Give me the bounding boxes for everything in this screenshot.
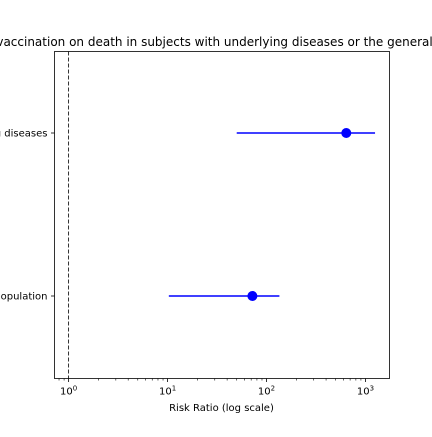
x-tick-label-exponent: 3 — [370, 385, 374, 393]
x-tick-label: 100 — [60, 385, 77, 398]
y-tick-label: Underlying diseases — [0, 129, 48, 140]
x-tick-label: 103 — [357, 385, 374, 398]
x-tick-label-exponent: 0 — [73, 385, 77, 393]
x-tick-label-base: 10 — [357, 387, 370, 398]
x-tick-label-exponent: 2 — [271, 385, 275, 393]
chart-title: Effect of vaccination on death in subjec… — [0, 35, 432, 49]
plot-frame — [54, 51, 390, 379]
point-estimate — [341, 128, 352, 138]
x-tick-label-base: 10 — [60, 387, 73, 398]
plot-layer: 100101102103Underlying diseasesGeneral p… — [0, 51, 376, 398]
x-tick-label: 101 — [159, 385, 176, 398]
x-tick-label-exponent: 1 — [172, 385, 176, 393]
x-tick-label-base: 10 — [258, 387, 271, 398]
point-estimate — [247, 291, 258, 301]
x-tick-label: 102 — [258, 385, 275, 398]
y-tick-label: General population — [0, 292, 48, 303]
x-axis-label: Risk Ratio (log scale) — [169, 403, 274, 414]
x-tick-label-base: 10 — [159, 387, 172, 398]
